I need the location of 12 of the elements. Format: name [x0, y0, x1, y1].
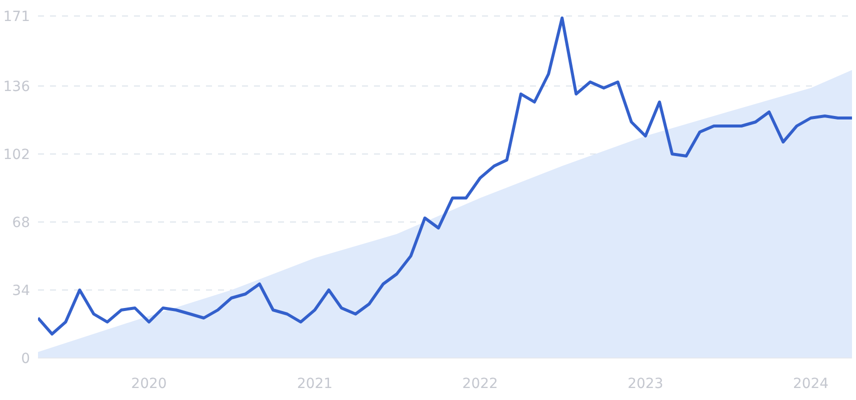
- y-tick-label: 136: [3, 78, 30, 95]
- y-tick-label: 102: [3, 146, 30, 163]
- x-tick-label: 2024: [792, 376, 829, 392]
- y-tick-label: 68: [12, 214, 30, 231]
- x-tick-label: 2022: [462, 376, 498, 392]
- x-tick-label: 2020: [131, 376, 167, 392]
- x-tick-label: 2023: [628, 376, 664, 392]
- y-tick-label: 0: [21, 350, 30, 367]
- x-tick-label: 2021: [296, 376, 333, 392]
- line-series: [38, 16, 852, 336]
- y-tick-label: 171: [3, 8, 30, 25]
- y-tick-label: 34: [12, 282, 30, 299]
